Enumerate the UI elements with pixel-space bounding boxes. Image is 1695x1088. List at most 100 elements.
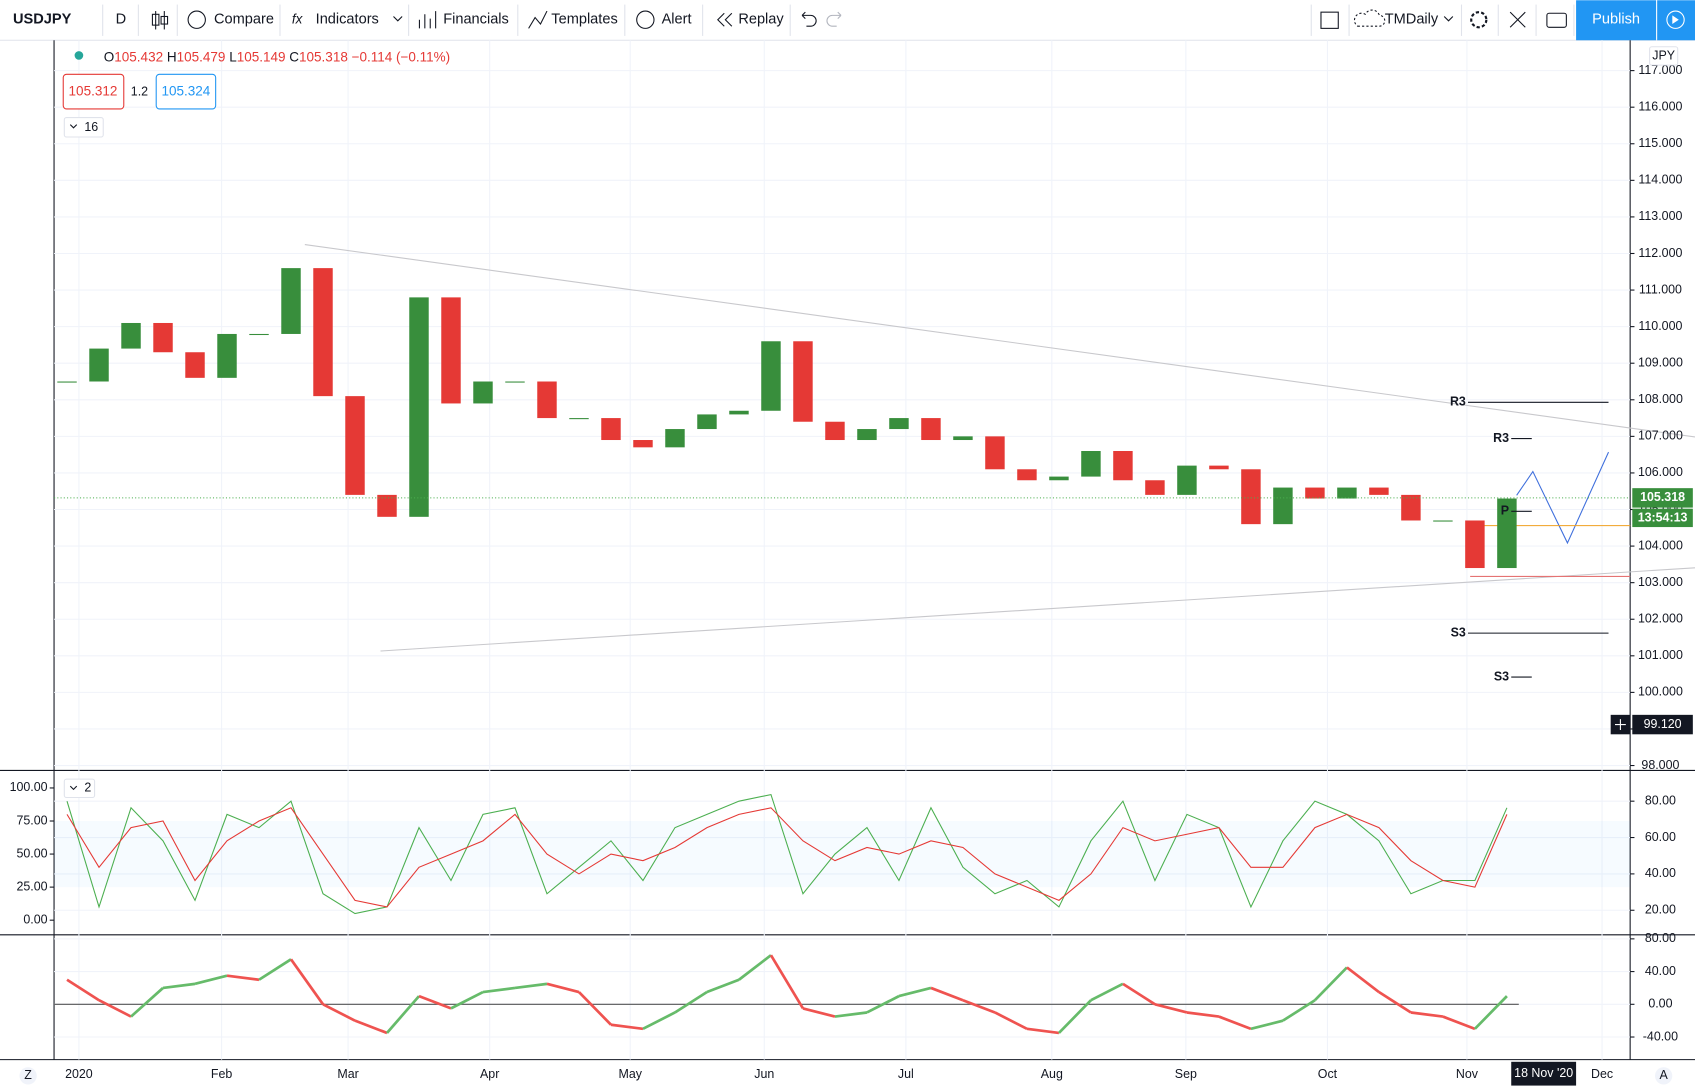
- indicators-dropdown[interactable]: [393, 16, 403, 22]
- candle: [1049, 476, 1069, 481]
- financials-button[interactable]: Financials: [443, 12, 509, 28]
- open-value: 105.432: [114, 49, 163, 64]
- collapse-button[interactable]: [63, 117, 104, 138]
- y-tick-label: 115.000: [1638, 136, 1682, 150]
- osc-segment: [1218, 1015, 1252, 1031]
- candle: [1145, 480, 1165, 495]
- replay-button[interactable]: Replay: [738, 12, 784, 28]
- y-tick-label: 108.000: [1638, 392, 1683, 406]
- publish-button[interactable]: [1576, 0, 1657, 41]
- candle: [89, 348, 109, 382]
- buy-box[interactable]: [155, 73, 217, 110]
- layout-icon[interactable]: [1320, 11, 1339, 29]
- stream-icon[interactable]: [1666, 10, 1685, 29]
- osc-segment: [385, 995, 421, 1034]
- osc-segment: [226, 974, 260, 982]
- zoom-button[interactable]: [19, 1067, 37, 1085]
- osc-segment: [1057, 999, 1092, 1034]
- publish-label[interactable]: Publish: [1592, 12, 1640, 28]
- replay-icon[interactable]: [717, 12, 733, 27]
- osc-segment: [418, 994, 452, 1010]
- osc-segment: [1250, 1019, 1284, 1031]
- zoom-label[interactable]: Z: [24, 1068, 32, 1082]
- candle: [953, 436, 973, 441]
- currency-box[interactable]: [1649, 46, 1679, 66]
- stoch-line: [66, 807, 1508, 908]
- pane-borders: [0, 40, 1695, 1061]
- redo-button[interactable]: [826, 11, 842, 27]
- financials-icon[interactable]: [418, 11, 437, 29]
- x-tick-label: Feb: [211, 1067, 232, 1081]
- grid: [54, 40, 1631, 1060]
- compare-button[interactable]: Compare: [214, 12, 274, 28]
- toolbar-separators: [102, 4, 1575, 36]
- layout-dropdown[interactable]: [1443, 16, 1454, 22]
- pivot-label: R3: [1450, 395, 1466, 409]
- status-dot: [74, 51, 84, 60]
- compare-icon[interactable]: [187, 10, 206, 29]
- candle: [1209, 465, 1229, 470]
- currency[interactable]: JPY: [1652, 49, 1675, 63]
- sell-box[interactable]: [62, 73, 125, 110]
- low-value: 105.149: [237, 49, 286, 64]
- stoch-line: [66, 793, 1508, 915]
- x-tick-label: Jul: [898, 1067, 914, 1081]
- templates-icon[interactable]: [528, 10, 548, 29]
- indicators-icon[interactable]: fx: [292, 11, 304, 26]
- toolbar: USDJPY D Compare fx Indicators Financial…: [0, 0, 1695, 41]
- candle: [697, 414, 717, 430]
- y-tick-label: 0.00: [23, 912, 47, 926]
- trend-line: [304, 244, 1695, 438]
- candle: [57, 381, 77, 383]
- indicators-button[interactable]: Indicators: [316, 12, 379, 28]
- trend-line: [380, 567, 1695, 652]
- collapse-count[interactable]: 16: [84, 120, 98, 134]
- y-tick-label: 107.000: [1638, 429, 1683, 443]
- cloud-icon[interactable]: [1353, 9, 1386, 27]
- candle: [313, 268, 333, 397]
- fullscreen-button[interactable]: [1509, 11, 1526, 28]
- osc-segment: [674, 990, 708, 1014]
- layout-name[interactable]: TMDaily: [1385, 12, 1439, 28]
- settings-button[interactable]: [1470, 11, 1488, 29]
- high-value: 105.479: [177, 49, 226, 64]
- ask-price[interactable]: 105.324: [162, 84, 211, 99]
- osc-segment: [1282, 999, 1316, 1022]
- candle: [1401, 494, 1421, 521]
- undo-button[interactable]: [801, 11, 817, 27]
- interval[interactable]: D: [116, 12, 127, 28]
- osc-segment: [866, 994, 900, 1014]
- chart-type-icon[interactable]: [151, 11, 169, 30]
- spread: 1.2: [131, 84, 148, 98]
- candle: [281, 268, 301, 334]
- alert-button[interactable]: Alert: [662, 12, 692, 28]
- osc-segment: [289, 958, 325, 1006]
- auto-label[interactable]: A: [1660, 1068, 1669, 1082]
- auto-button[interactable]: [1655, 1067, 1673, 1085]
- x-tick-label: Mar: [337, 1067, 358, 1081]
- candle: [793, 341, 813, 422]
- plot: 2020 Feb Mar Apr May Jun Jul Aug Sep Oct Nov Dec 98.…: [10, 63, 1693, 1086]
- candle: [473, 381, 493, 404]
- ohlc-legend: O105.432 H105.479 L105.149 C105.318 −0.1…: [104, 49, 450, 64]
- study-count[interactable]: 2: [84, 781, 91, 795]
- close-value: 105.318: [299, 49, 348, 64]
- candle: [217, 333, 237, 378]
- candle: [1337, 487, 1357, 499]
- osc-segment: [962, 998, 996, 1014]
- osc-segment: [130, 986, 164, 1018]
- study-collapse[interactable]: [63, 778, 96, 799]
- bid-price[interactable]: 105.312: [69, 84, 118, 99]
- templates-button[interactable]: Templates: [551, 12, 617, 28]
- y-tick-label: 75.00: [16, 813, 47, 827]
- snapshot-button[interactable]: [1546, 12, 1567, 28]
- candle: [985, 436, 1005, 470]
- osc-segment: [642, 1011, 676, 1031]
- osc-segment: [1122, 982, 1156, 1006]
- alert-icon[interactable]: [636, 10, 655, 29]
- candle: [825, 421, 845, 441]
- symbol[interactable]: USDJPY: [13, 12, 72, 28]
- change-value: −0.114 (−0.11%): [352, 49, 451, 64]
